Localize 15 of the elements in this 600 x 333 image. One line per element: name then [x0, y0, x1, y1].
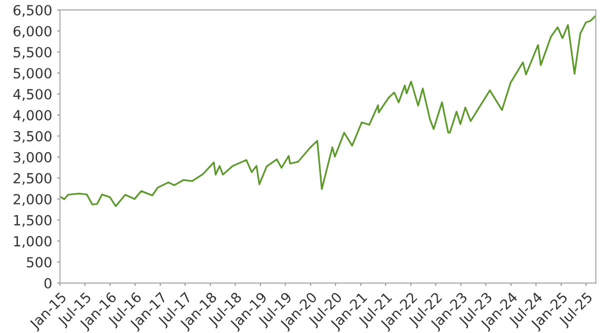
y-tick-label: 6,500 — [14, 4, 52, 17]
line-series — [60, 15, 596, 208]
y-tick-label: 4,000 — [13, 110, 52, 122]
y-tick-label: 4,500 — [13, 88, 52, 101]
y-tick-label: 5,500 — [14, 46, 52, 59]
y-tick-label: 2,000 — [14, 194, 52, 206]
y-tick-label: 1,000 — [14, 236, 52, 248]
y-tick-label: 3,000 — [14, 152, 52, 164]
y-tick-label: 500 — [26, 257, 52, 268]
y-tick-label: 2,500 — [14, 172, 52, 185]
y-tick-label: 3,500 — [14, 130, 52, 143]
y-tick-label: 5,000 — [14, 68, 52, 80]
y-tick-label: 0 — [44, 278, 52, 289]
y-tick-label: 6,000 — [14, 26, 52, 38]
y-tick-label: 1,500 — [14, 215, 52, 227]
